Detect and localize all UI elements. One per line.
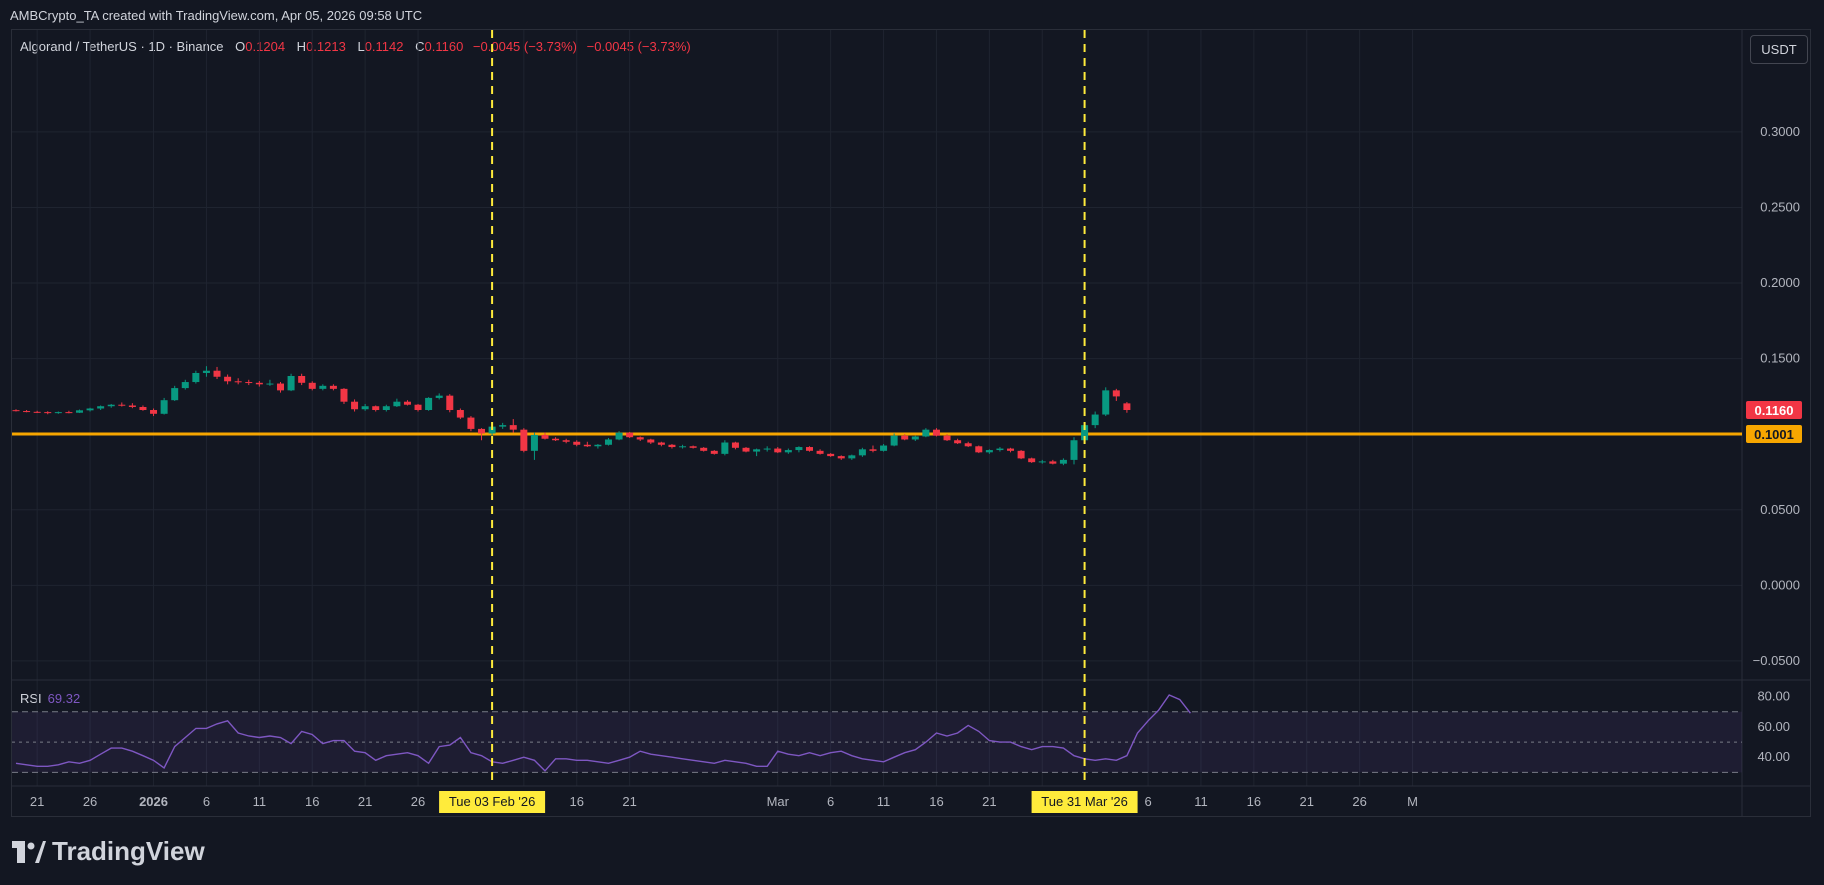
rsi-legend: RSI 69.32	[20, 691, 80, 706]
chart-frame	[11, 29, 1811, 817]
high-label: H	[296, 39, 307, 54]
rsi-label: RSI	[20, 691, 42, 706]
close-label: C	[415, 39, 425, 54]
tradingview-logo: TradingView	[12, 836, 205, 867]
logo-text: TradingView	[52, 836, 205, 866]
low-value: 0.1142	[364, 39, 404, 54]
chart-header: AMBCrypto_TA created with TradingView.co…	[10, 8, 423, 23]
change-value: −0.0045 (−3.73%)	[472, 39, 577, 54]
currency-unit-button[interactable]: USDT	[1750, 35, 1808, 64]
high-value: 0.1213	[306, 39, 346, 54]
close-value: 0.1160	[424, 39, 464, 54]
rsi-value: 69.32	[47, 691, 81, 706]
symbol-legend: Algorand / TetherUS · 1D · Binance O0.12…	[20, 39, 691, 54]
change-value-2: −0.0045 (−3.73%)	[586, 39, 691, 54]
low-label: L	[357, 39, 365, 54]
symbol-name: Algorand / TetherUS · 1D · Binance	[20, 39, 224, 54]
open-value: 0.1204	[245, 39, 286, 54]
open-label: O	[235, 39, 246, 54]
tradingview-logo-icon	[12, 840, 46, 863]
